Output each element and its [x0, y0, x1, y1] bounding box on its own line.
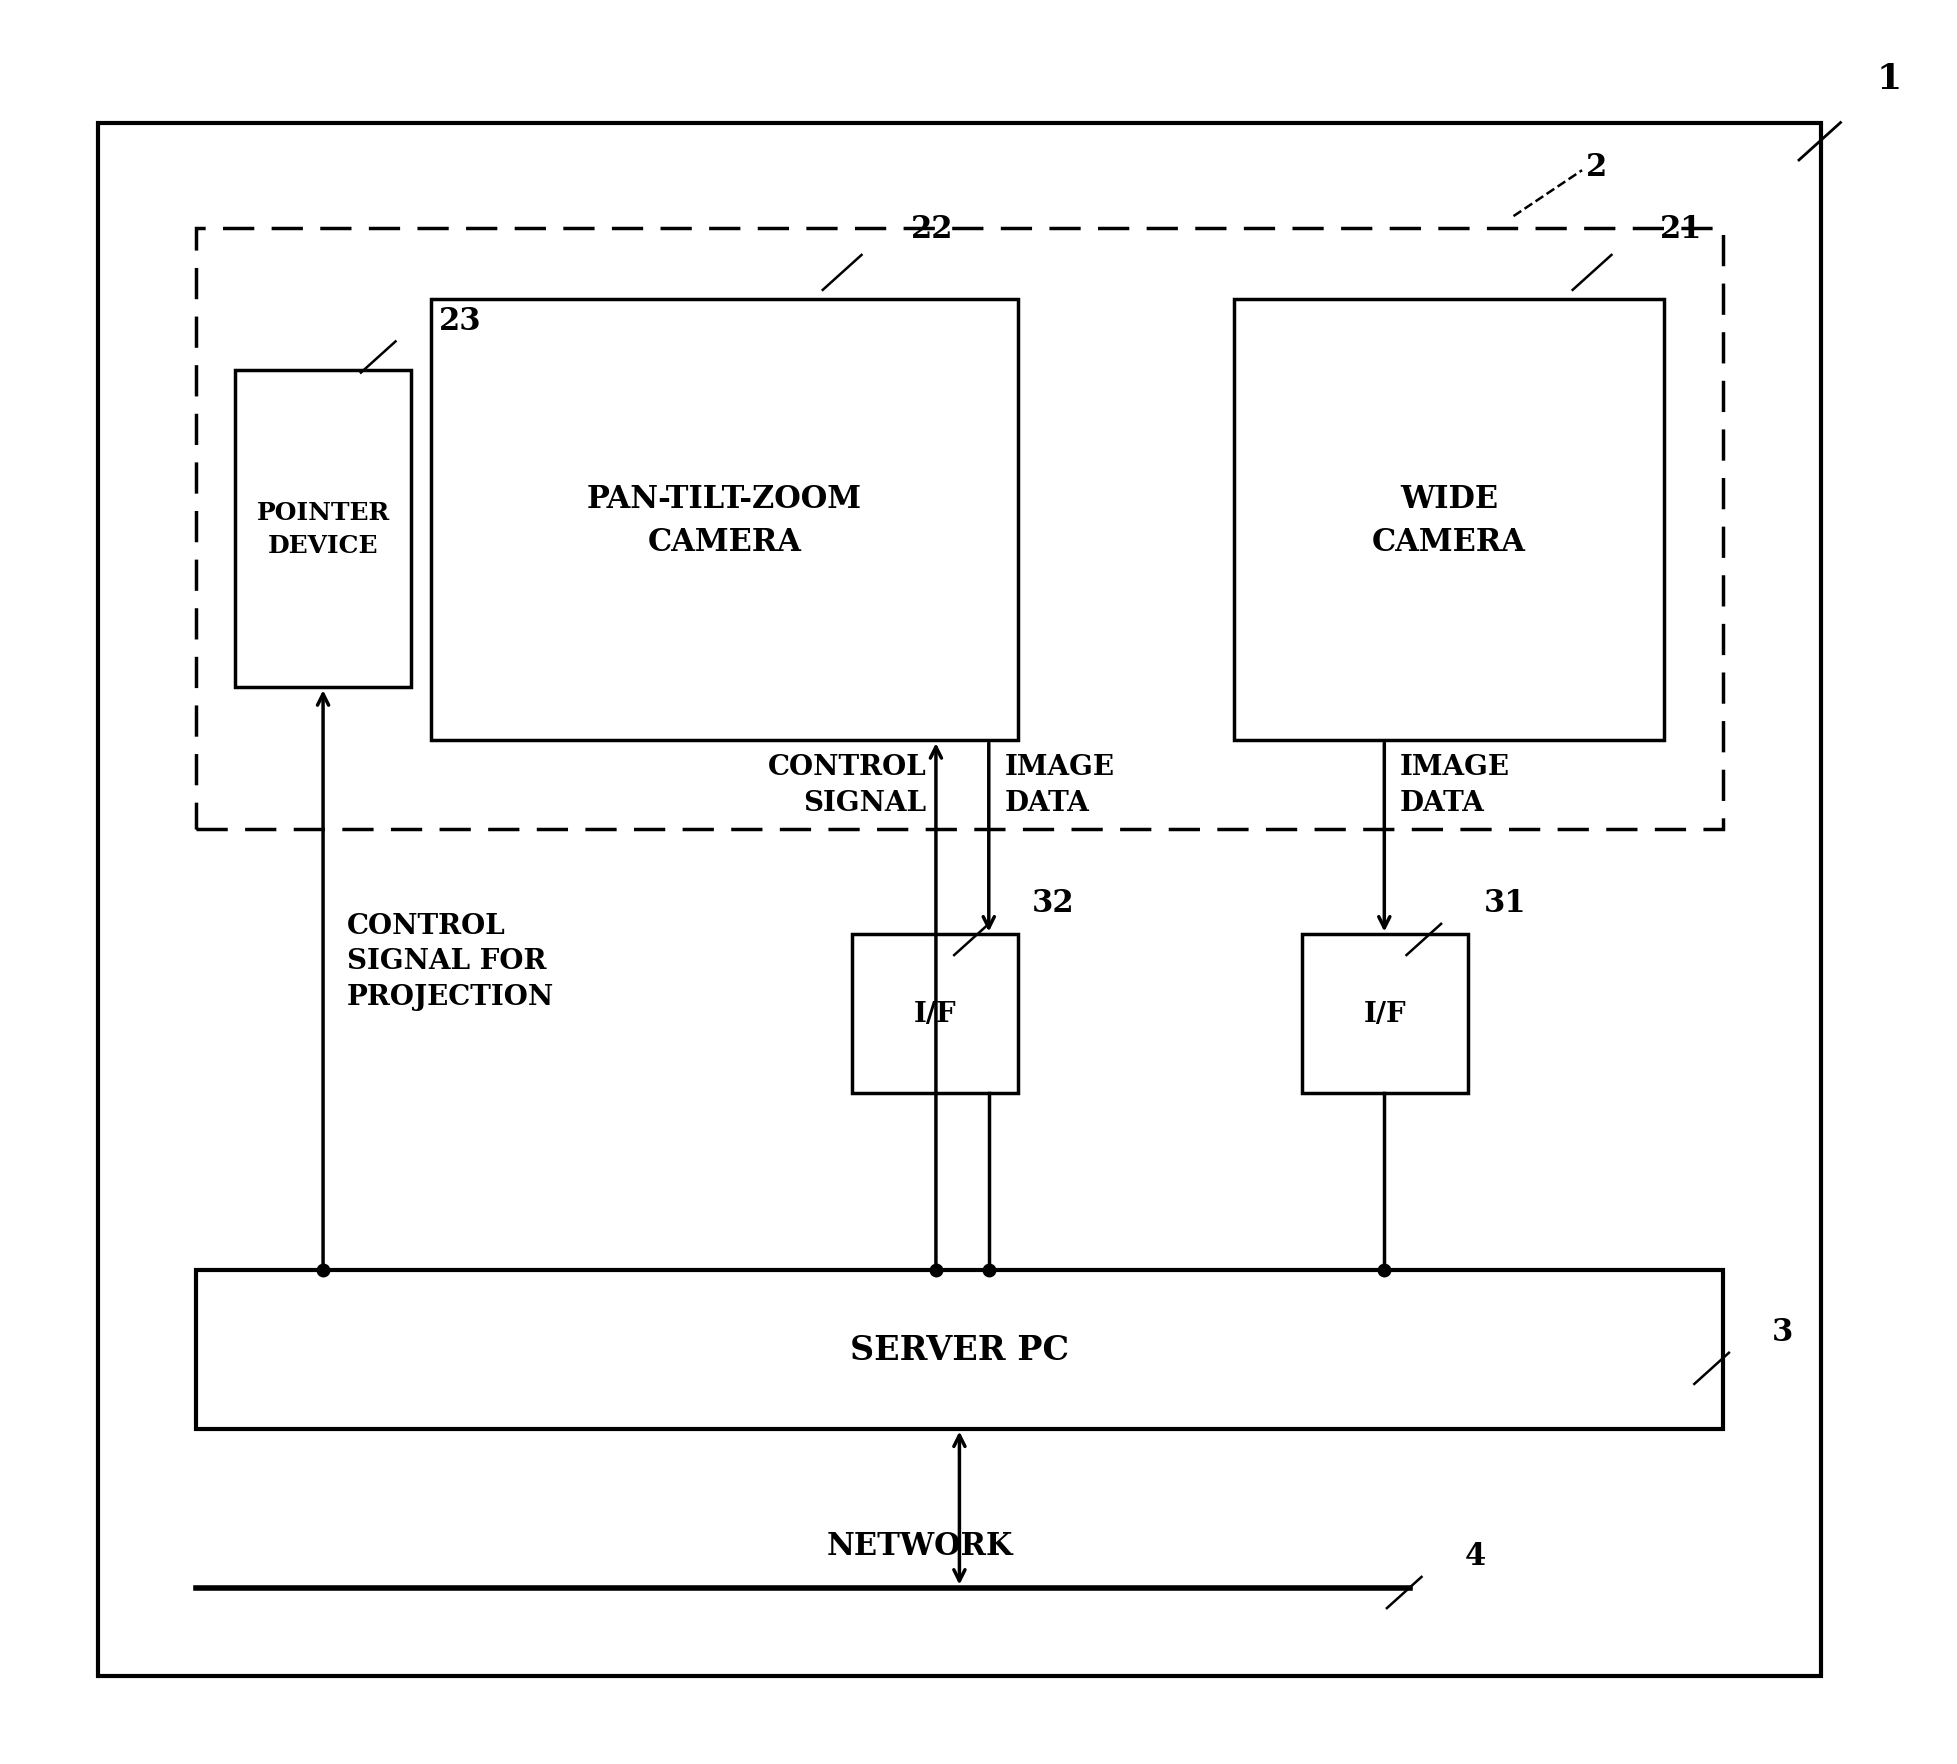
Text: 2: 2	[1585, 152, 1607, 183]
Text: NETWORK: NETWORK	[826, 1529, 1014, 1561]
Text: WIDE
CAMERA: WIDE CAMERA	[1372, 483, 1525, 557]
Text: SERVER PC: SERVER PC	[849, 1334, 1069, 1365]
Text: 23: 23	[438, 305, 481, 337]
Text: I/F: I/F	[1364, 1000, 1405, 1028]
Text: 1: 1	[1877, 62, 1900, 97]
Bar	[98, 123, 1820, 1676]
Bar	[1233, 300, 1663, 741]
Text: IMAGE
DATA: IMAGE DATA	[1399, 753, 1509, 817]
Text: CONTROL
SIGNAL FOR
PROJECTION: CONTROL SIGNAL FOR PROJECTION	[346, 912, 554, 1011]
Bar	[1301, 935, 1468, 1094]
Text: POINTER
DEVICE: POINTER DEVICE	[256, 501, 389, 557]
Bar	[196, 229, 1722, 829]
Bar	[851, 935, 1018, 1094]
Text: 32: 32	[1031, 887, 1074, 919]
Bar	[196, 1270, 1722, 1429]
Bar	[235, 370, 411, 688]
Text: 21: 21	[1660, 213, 1703, 245]
Text: I/F: I/F	[914, 1000, 955, 1028]
Text: PAN-TILT-ZOOM
CAMERA: PAN-TILT-ZOOM CAMERA	[587, 483, 861, 557]
Text: 31: 31	[1483, 887, 1526, 919]
Text: IMAGE
DATA: IMAGE DATA	[1004, 753, 1114, 817]
Text: 4: 4	[1464, 1540, 1485, 1572]
Text: 3: 3	[1771, 1316, 1793, 1348]
Bar	[431, 300, 1018, 741]
Text: 22: 22	[910, 213, 953, 245]
Text: CONTROL
SIGNAL: CONTROL SIGNAL	[767, 753, 926, 817]
